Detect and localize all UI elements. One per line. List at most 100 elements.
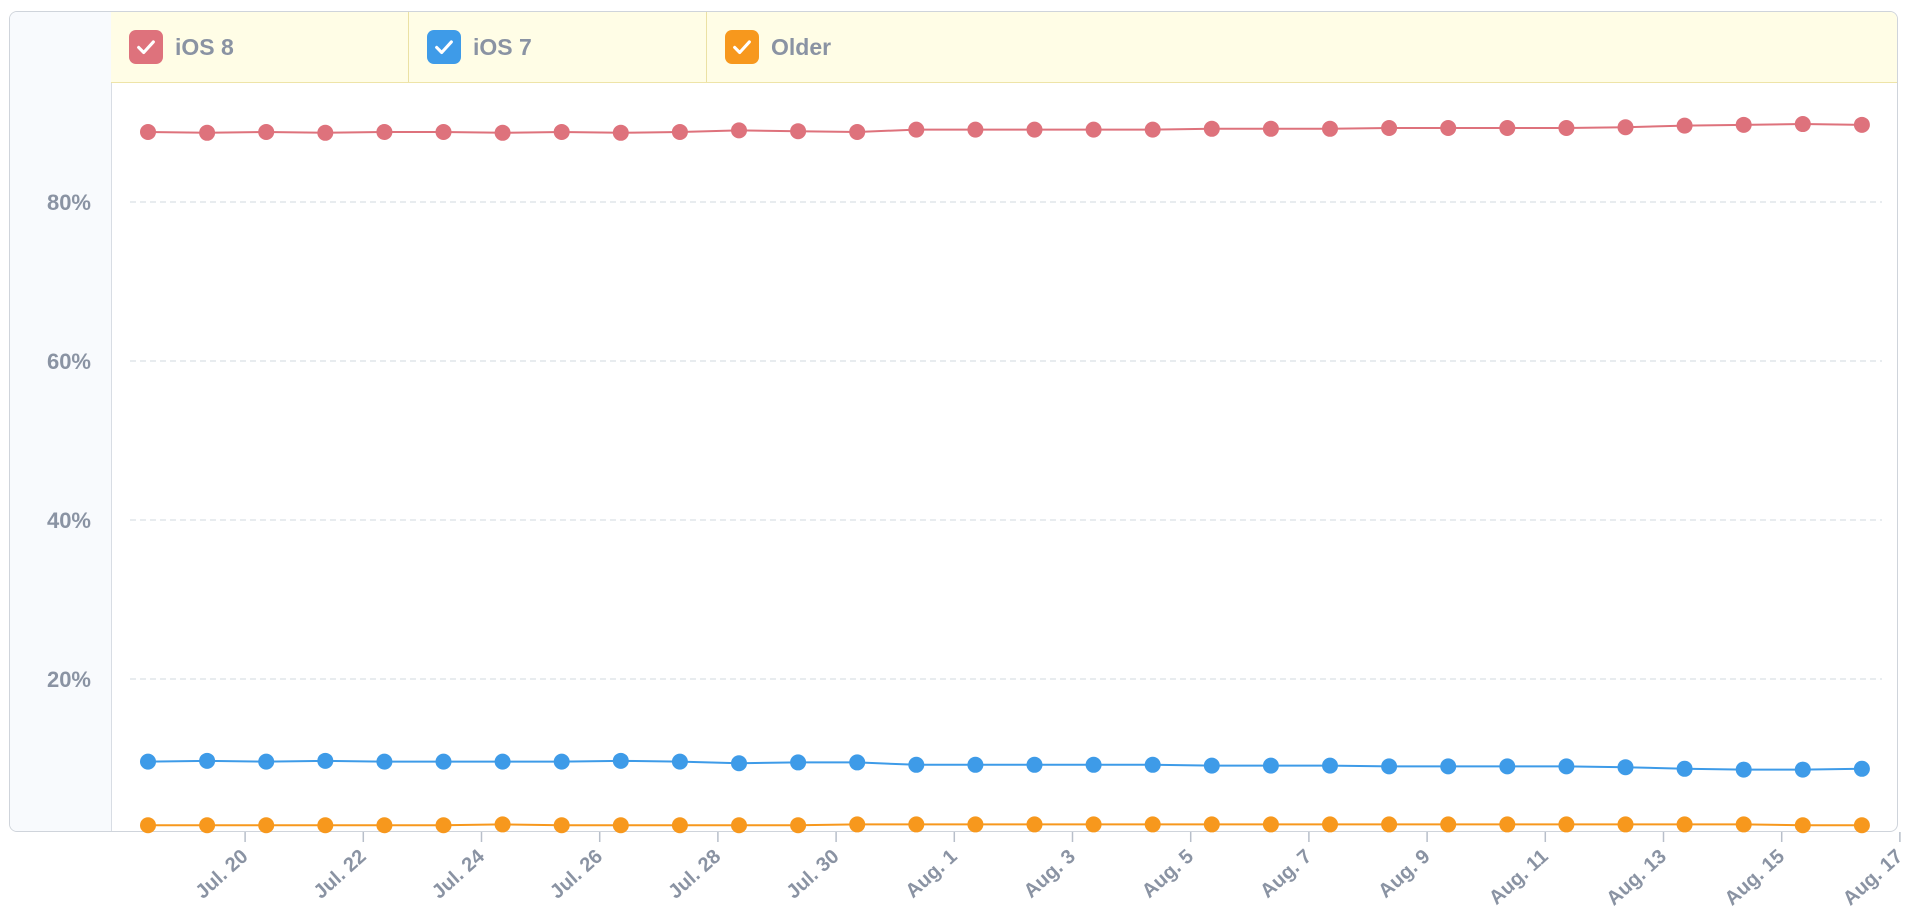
data-point[interactable]: [1440, 120, 1457, 137]
data-point[interactable]: [790, 754, 807, 771]
legend-checkbox-older[interactable]: [725, 30, 759, 64]
data-point[interactable]: [1676, 117, 1693, 134]
data-point[interactable]: [1794, 116, 1811, 133]
data-point[interactable]: [553, 817, 570, 834]
data-point[interactable]: [671, 753, 688, 770]
data-point[interactable]: [849, 123, 866, 140]
data-point[interactable]: [1676, 760, 1693, 777]
data-point[interactable]: [731, 755, 747, 772]
data-point[interactable]: [494, 753, 511, 770]
legend-item-older[interactable]: Older: [707, 12, 1897, 82]
x-tick-label: Jul. 26: [546, 845, 607, 903]
data-point[interactable]: [671, 123, 688, 140]
data-point[interactable]: [1617, 759, 1634, 776]
data-point[interactable]: [258, 123, 275, 140]
data-point[interactable]: [1735, 116, 1752, 133]
data-point[interactable]: [1026, 816, 1043, 833]
data-point[interactable]: [317, 752, 334, 769]
data-point[interactable]: [140, 123, 156, 140]
data-point[interactable]: [1676, 816, 1693, 833]
data-point[interactable]: [1558, 120, 1575, 137]
data-point[interactable]: [376, 123, 393, 140]
legend-item-ios7[interactable]: iOS 7: [409, 12, 707, 82]
data-point[interactable]: [553, 123, 570, 140]
data-point[interactable]: [317, 817, 334, 834]
data-point[interactable]: [612, 752, 629, 769]
data-point[interactable]: [790, 123, 807, 140]
data-point[interactable]: [1735, 761, 1752, 778]
data-point[interactable]: [1853, 116, 1870, 133]
data-point[interactable]: [1322, 120, 1338, 137]
data-point[interactable]: [1262, 757, 1279, 774]
data-point[interactable]: [790, 817, 807, 834]
data-point[interactable]: [1853, 760, 1870, 777]
data-point[interactable]: [1203, 757, 1220, 774]
data-point[interactable]: [258, 817, 275, 834]
data-point[interactable]: [199, 124, 216, 141]
data-point[interactable]: [376, 817, 393, 834]
data-point[interactable]: [1144, 121, 1161, 138]
data-point[interactable]: [1794, 761, 1811, 778]
data-point[interactable]: [1026, 756, 1043, 773]
data-point[interactable]: [1499, 816, 1516, 833]
data-point[interactable]: [908, 121, 925, 138]
data-point[interactable]: [376, 753, 393, 770]
data-point[interactable]: [140, 753, 156, 770]
data-point[interactable]: [731, 122, 747, 139]
data-point[interactable]: [1499, 120, 1516, 137]
data-point[interactable]: [849, 754, 866, 771]
data-point[interactable]: [199, 817, 216, 834]
legend-item-ios8[interactable]: iOS 8: [111, 12, 409, 82]
data-point[interactable]: [1558, 816, 1575, 833]
data-point[interactable]: [1203, 120, 1220, 137]
data-point[interactable]: [1735, 816, 1752, 833]
data-point[interactable]: [435, 123, 452, 140]
legend-label-ios7: iOS 7: [473, 33, 532, 60]
data-point[interactable]: [1853, 817, 1870, 834]
data-point[interactable]: [1262, 120, 1279, 137]
data-point[interactable]: [1381, 816, 1398, 833]
data-point[interactable]: [1262, 816, 1279, 833]
data-point[interactable]: [1558, 758, 1575, 775]
data-point[interactable]: [1144, 816, 1161, 833]
data-point[interactable]: [967, 121, 984, 138]
data-point[interactable]: [140, 817, 156, 834]
data-point[interactable]: [612, 124, 629, 141]
data-point[interactable]: [1085, 816, 1102, 833]
data-point[interactable]: [1085, 121, 1102, 138]
data-point[interactable]: [1322, 816, 1338, 833]
legend-checkbox-ios7[interactable]: [427, 30, 461, 64]
data-point[interactable]: [1322, 757, 1338, 774]
data-point[interactable]: [1499, 758, 1516, 775]
data-point[interactable]: [199, 752, 216, 769]
data-point[interactable]: [1381, 120, 1398, 137]
data-point[interactable]: [849, 816, 866, 833]
data-point[interactable]: [553, 753, 570, 770]
data-point[interactable]: [908, 756, 925, 773]
data-point[interactable]: [1617, 816, 1634, 833]
checkmark-icon: [435, 40, 453, 55]
data-point[interactable]: [1144, 756, 1161, 773]
data-point[interactable]: [494, 816, 511, 833]
data-point[interactable]: [671, 817, 688, 834]
data-point[interactable]: [435, 817, 452, 834]
data-point[interactable]: [1026, 121, 1043, 138]
data-point[interactable]: [1794, 817, 1811, 834]
data-point[interactable]: [967, 756, 984, 773]
data-point[interactable]: [612, 817, 629, 834]
data-point[interactable]: [317, 124, 334, 141]
data-point[interactable]: [1440, 816, 1457, 833]
data-point[interactable]: [1085, 756, 1102, 773]
data-point[interactable]: [1440, 758, 1457, 775]
legend-checkbox-ios8[interactable]: [129, 30, 163, 64]
data-point[interactable]: [908, 816, 925, 833]
data-point[interactable]: [435, 753, 452, 770]
data-point[interactable]: [494, 124, 511, 141]
data-point[interactable]: [967, 816, 984, 833]
data-point[interactable]: [1381, 758, 1398, 775]
data-point[interactable]: [1203, 816, 1220, 833]
data-point[interactable]: [1617, 119, 1634, 136]
data-point[interactable]: [258, 753, 275, 770]
x-tick-label: Aug. 9: [1374, 845, 1434, 902]
data-point[interactable]: [731, 817, 747, 834]
